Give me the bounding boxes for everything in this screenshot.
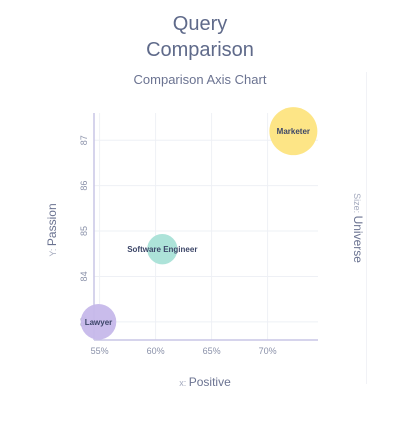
chart-subtitle: Comparison Axis Chart	[133, 72, 267, 87]
grid-lines	[94, 113, 318, 340]
x-tick-label: 65%	[203, 346, 221, 356]
bubble-label-software-engineer: Software Engineer	[127, 245, 197, 254]
bubble-label-lawyer: Lawyer	[85, 318, 113, 327]
y-tick-label: 85	[79, 226, 89, 236]
x-tick-label: 55%	[91, 346, 109, 356]
y-axis-title: Y: Passion	[45, 203, 59, 256]
bubbles: Marketer Software Engineer Lawyer	[80, 107, 318, 340]
y-tick-label: 87	[79, 135, 89, 145]
y-tick-label: 84	[79, 271, 89, 281]
bubble-marketer[interactable]	[269, 107, 318, 156]
chart-title-line-2: Comparison	[146, 39, 254, 61]
bubble-software-engineer[interactable]	[147, 234, 178, 265]
y-tick-label: 86	[79, 181, 89, 191]
chart-title-line-1: Query	[172, 13, 228, 35]
x-axis-title: x: Positive	[179, 375, 231, 389]
bubble-label-marketer: Marketer	[277, 127, 310, 136]
bubble-lawyer[interactable]	[80, 304, 117, 340]
right-divider	[366, 72, 367, 384]
x-tick-label: 60%	[147, 346, 165, 356]
x-tick-label: 70%	[259, 346, 277, 356]
size-axis-title: Size: Universe	[351, 193, 365, 263]
